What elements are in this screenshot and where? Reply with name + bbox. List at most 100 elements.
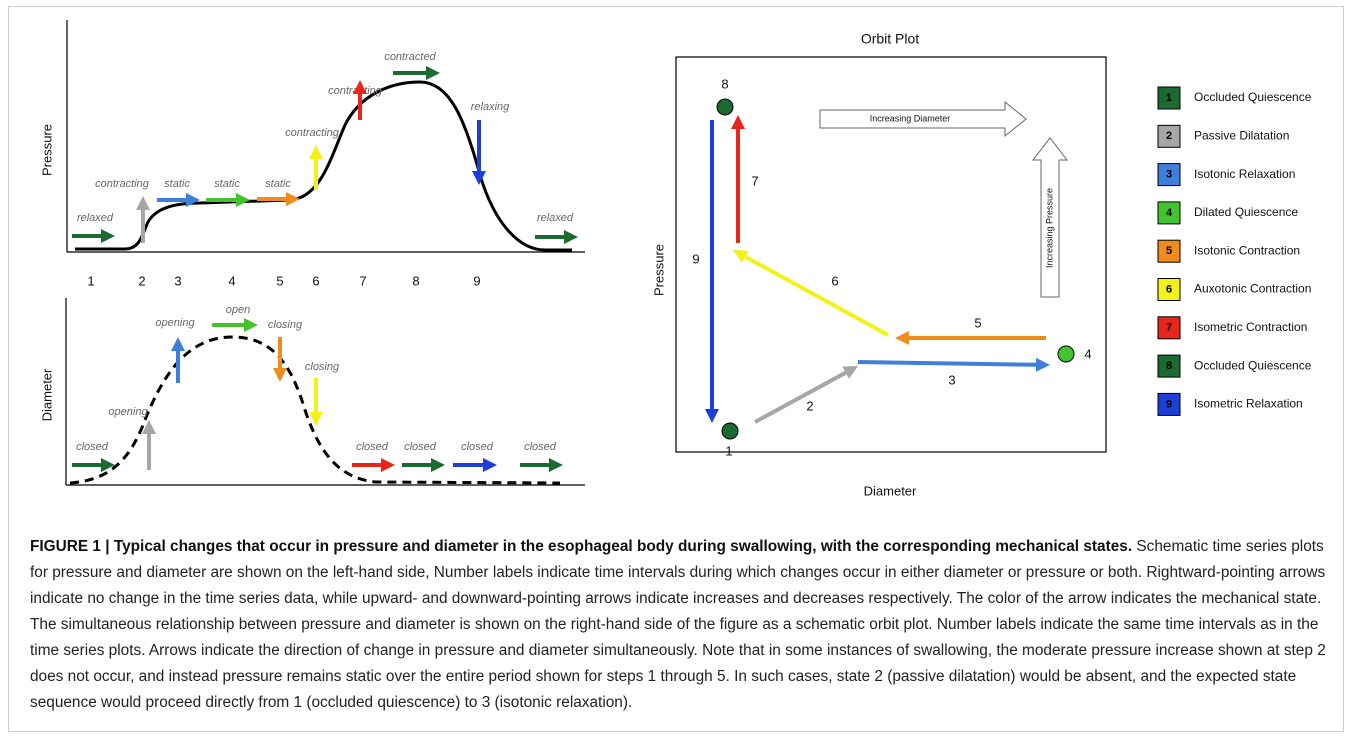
arrow — [744, 254, 889, 337]
caption-text: Schematic time series plots for pressure… — [30, 538, 1326, 711]
interval-number: 2 — [138, 273, 145, 288]
annotation: static — [265, 178, 291, 190]
step-label: 9 — [692, 251, 699, 266]
annotation: opening — [155, 317, 195, 329]
annotation: contracting — [285, 127, 340, 139]
arrow — [754, 370, 847, 424]
legend-swatch — [1157, 86, 1181, 110]
orbit-plot: Orbit Plot Pressure Diameter Increasing … — [651, 31, 1107, 498]
annotation: closed — [356, 441, 389, 453]
annotation: static — [214, 178, 240, 190]
arrowhead — [472, 171, 486, 185]
interval-number: 3 — [174, 273, 181, 288]
legend-label: Isotonic Contraction — [1194, 243, 1300, 257]
annotation: open — [226, 304, 250, 316]
arrowhead — [142, 420, 156, 434]
legend-label: Auxotonic Contraction — [1194, 282, 1311, 296]
annotation: closed — [524, 441, 557, 453]
legend-swatch — [1157, 124, 1181, 148]
legend-label: Isotonic Relaxation — [1194, 167, 1295, 181]
step-label: 3 — [948, 372, 955, 387]
arrowhead — [353, 80, 367, 94]
legend-swatch — [1157, 163, 1181, 187]
axis-label: Pressure — [651, 244, 666, 296]
annotation: opening — [108, 406, 148, 418]
step-label: 5 — [974, 315, 981, 330]
arrowhead — [895, 331, 909, 345]
arrowhead — [101, 458, 115, 472]
legend-number: 4 — [1166, 207, 1173, 219]
annotation: relaxing — [471, 101, 510, 113]
annotation: contracted — [384, 51, 436, 63]
caption-title: FIGURE 1 | Typical changes that occur in… — [30, 538, 1133, 555]
legend-swatch — [1157, 354, 1181, 378]
legend-swatch — [1157, 278, 1181, 301]
step-label: 7 — [751, 173, 758, 188]
legend-number: 1 — [1166, 92, 1172, 104]
arrowhead — [309, 412, 323, 426]
arrowhead — [236, 193, 250, 207]
legend-swatch — [1157, 201, 1181, 225]
arrowhead — [286, 192, 300, 206]
arrowhead — [101, 229, 115, 243]
axis-label: Diameter — [39, 368, 54, 421]
caption: FIGURE 1 | Typical changes that occur in… — [30, 534, 1330, 716]
legend-number: 3 — [1166, 169, 1172, 181]
interval-number: 9 — [473, 273, 480, 288]
annotation: relaxed — [77, 212, 114, 224]
state-point — [721, 422, 739, 440]
arrowhead — [244, 318, 258, 332]
figure: Pressure Diameter Orbit Plot Pressure Di… — [39, 20, 1312, 498]
point-label: 1 — [725, 443, 732, 458]
axis-label: Diameter — [864, 483, 917, 498]
arrowhead — [549, 458, 563, 472]
arrowhead — [381, 458, 395, 472]
diameter-curve — [69, 335, 561, 485]
arrowhead — [1035, 357, 1050, 372]
arrow — [857, 360, 1037, 367]
diameter-plot: Diameter — [39, 298, 585, 486]
legend-label: Passive Dilatation — [1194, 128, 1289, 142]
arrowhead — [733, 250, 749, 263]
legend-number: 5 — [1166, 245, 1172, 257]
interval-number: 7 — [359, 273, 366, 288]
legend-label: Isometric Relaxation — [1194, 397, 1303, 411]
pressure-curve — [75, 80, 572, 252]
annotation: closed — [404, 441, 437, 453]
hollow-arrow-label: Increasing Diameter — [870, 113, 951, 123]
point-label: 4 — [1084, 346, 1091, 361]
figure-frame — [8, 6, 1344, 732]
legend-number: 9 — [1166, 398, 1172, 410]
arrowhead — [564, 230, 578, 244]
arrowhead — [842, 366, 858, 379]
arrowhead — [273, 368, 287, 382]
arrowhead — [426, 66, 440, 80]
legend-label: Occluded Quiescence — [1194, 358, 1312, 372]
legend-label: Occluded Quiescence — [1194, 90, 1312, 104]
annotation: closed — [461, 441, 494, 453]
hollow-arrow-label: Increasing Pressure — [1044, 188, 1054, 268]
arrowhead — [483, 458, 497, 472]
annotation: contracting — [95, 178, 150, 190]
hollow-arrow — [1031, 137, 1069, 298]
annotation: closing — [268, 319, 303, 331]
hollow-arrow — [819, 100, 1027, 138]
legend-swatch — [1157, 392, 1181, 416]
axis-label: Pressure — [39, 124, 54, 176]
legend-number: 8 — [1166, 360, 1172, 372]
state-point — [716, 98, 734, 116]
legend-swatch — [1157, 239, 1181, 263]
legend-number: 2 — [1166, 130, 1172, 142]
orbit-box — [675, 56, 1107, 453]
interval-number: 1 — [87, 273, 94, 288]
pressure-plot: Pressure — [39, 20, 585, 253]
legend-swatch — [1157, 316, 1181, 340]
arrowhead — [309, 145, 323, 159]
arrowhead — [136, 196, 150, 210]
annotation: relaxed — [537, 212, 574, 224]
arrowhead — [431, 458, 445, 472]
arrowhead — [731, 115, 745, 129]
arrowhead — [705, 409, 719, 423]
legend-label: Isometric Contraction — [1194, 320, 1307, 334]
